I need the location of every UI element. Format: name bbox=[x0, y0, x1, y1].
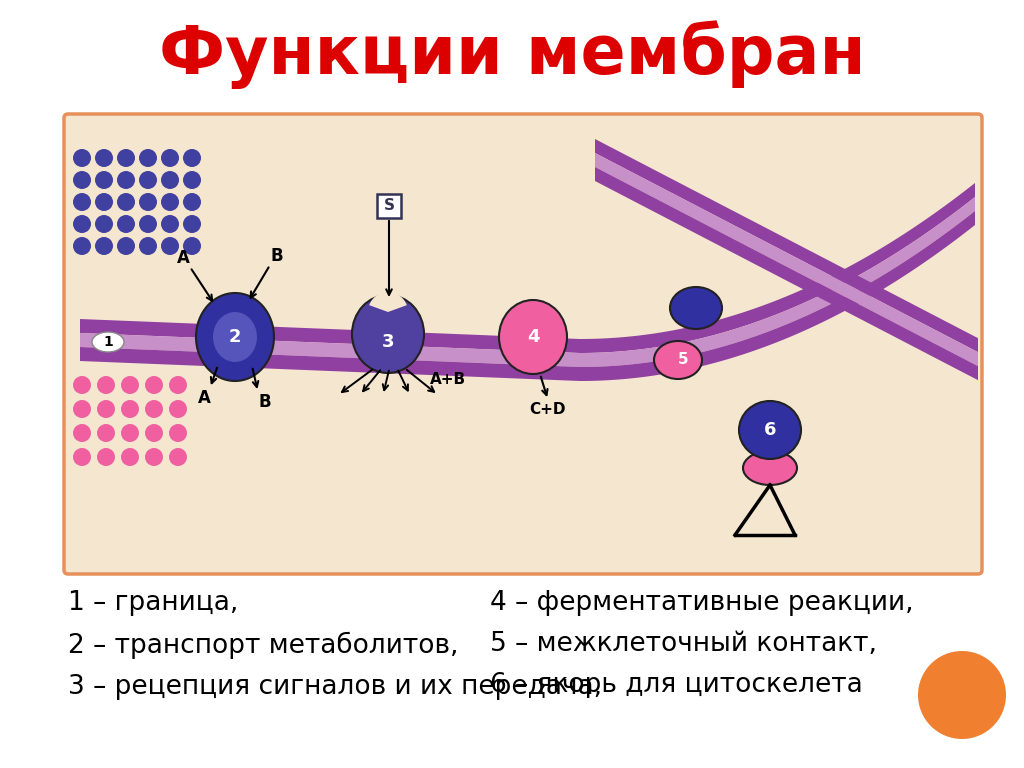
Ellipse shape bbox=[670, 287, 722, 329]
Circle shape bbox=[169, 376, 187, 394]
Circle shape bbox=[139, 237, 157, 255]
Circle shape bbox=[73, 376, 91, 394]
Text: 4 – ферментативные реакции,
5 – межклеточный контакт,
6 – якорь для цитоскелета: 4 – ферментативные реакции, 5 – межклето… bbox=[490, 590, 913, 698]
Circle shape bbox=[183, 193, 201, 211]
Ellipse shape bbox=[213, 312, 257, 362]
Circle shape bbox=[117, 237, 135, 255]
Polygon shape bbox=[80, 197, 975, 367]
FancyBboxPatch shape bbox=[377, 194, 401, 218]
Text: 4: 4 bbox=[526, 328, 540, 346]
Circle shape bbox=[117, 215, 135, 233]
Polygon shape bbox=[595, 139, 978, 353]
Ellipse shape bbox=[499, 300, 567, 374]
Text: 1 – граница,
2 – транспорт метаболитов,
3 – рецепция сигналов и их передача,: 1 – граница, 2 – транспорт метаболитов, … bbox=[68, 590, 602, 700]
Ellipse shape bbox=[654, 341, 702, 379]
Circle shape bbox=[183, 237, 201, 255]
Text: 2: 2 bbox=[228, 328, 242, 346]
Circle shape bbox=[97, 424, 115, 442]
Ellipse shape bbox=[743, 451, 797, 485]
Circle shape bbox=[97, 400, 115, 418]
Text: A: A bbox=[198, 389, 211, 407]
Circle shape bbox=[145, 376, 163, 394]
Circle shape bbox=[73, 448, 91, 466]
Ellipse shape bbox=[739, 401, 801, 459]
Circle shape bbox=[97, 448, 115, 466]
Circle shape bbox=[117, 171, 135, 189]
Text: 5: 5 bbox=[678, 353, 688, 368]
Circle shape bbox=[161, 215, 179, 233]
Circle shape bbox=[95, 193, 113, 211]
Circle shape bbox=[145, 400, 163, 418]
Ellipse shape bbox=[92, 332, 124, 352]
Circle shape bbox=[161, 193, 179, 211]
Text: S: S bbox=[384, 198, 394, 214]
Circle shape bbox=[139, 171, 157, 189]
Circle shape bbox=[117, 149, 135, 167]
Circle shape bbox=[121, 448, 139, 466]
Circle shape bbox=[117, 193, 135, 211]
Text: 1: 1 bbox=[103, 335, 113, 349]
Text: A+B: A+B bbox=[430, 372, 466, 388]
Circle shape bbox=[139, 193, 157, 211]
Text: A: A bbox=[176, 249, 189, 267]
Circle shape bbox=[161, 237, 179, 255]
Circle shape bbox=[95, 215, 113, 233]
Circle shape bbox=[139, 149, 157, 167]
Circle shape bbox=[169, 400, 187, 418]
Circle shape bbox=[73, 193, 91, 211]
Circle shape bbox=[95, 171, 113, 189]
Text: C+D: C+D bbox=[529, 402, 566, 418]
Circle shape bbox=[95, 149, 113, 167]
Polygon shape bbox=[595, 167, 978, 380]
FancyBboxPatch shape bbox=[63, 114, 982, 574]
Polygon shape bbox=[80, 183, 975, 353]
Circle shape bbox=[161, 171, 179, 189]
Circle shape bbox=[73, 424, 91, 442]
Circle shape bbox=[918, 651, 1006, 739]
Circle shape bbox=[121, 400, 139, 418]
Ellipse shape bbox=[352, 295, 424, 373]
Circle shape bbox=[73, 400, 91, 418]
Text: B: B bbox=[270, 247, 284, 265]
Polygon shape bbox=[80, 211, 975, 381]
Circle shape bbox=[121, 424, 139, 442]
Circle shape bbox=[183, 215, 201, 233]
Circle shape bbox=[169, 424, 187, 442]
Circle shape bbox=[95, 237, 113, 255]
Circle shape bbox=[183, 171, 201, 189]
Circle shape bbox=[145, 448, 163, 466]
Circle shape bbox=[97, 376, 115, 394]
Circle shape bbox=[139, 215, 157, 233]
Circle shape bbox=[161, 149, 179, 167]
Text: B: B bbox=[259, 393, 271, 411]
Text: 6: 6 bbox=[764, 421, 776, 439]
Ellipse shape bbox=[196, 293, 274, 381]
Wedge shape bbox=[370, 292, 407, 312]
Circle shape bbox=[183, 149, 201, 167]
Circle shape bbox=[145, 424, 163, 442]
Circle shape bbox=[73, 237, 91, 255]
Text: 3: 3 bbox=[382, 333, 394, 351]
Circle shape bbox=[73, 171, 91, 189]
Polygon shape bbox=[595, 153, 978, 366]
Text: Функции мембран: Функции мембран bbox=[159, 21, 865, 89]
Circle shape bbox=[169, 448, 187, 466]
Circle shape bbox=[73, 215, 91, 233]
Circle shape bbox=[73, 149, 91, 167]
Circle shape bbox=[121, 376, 139, 394]
